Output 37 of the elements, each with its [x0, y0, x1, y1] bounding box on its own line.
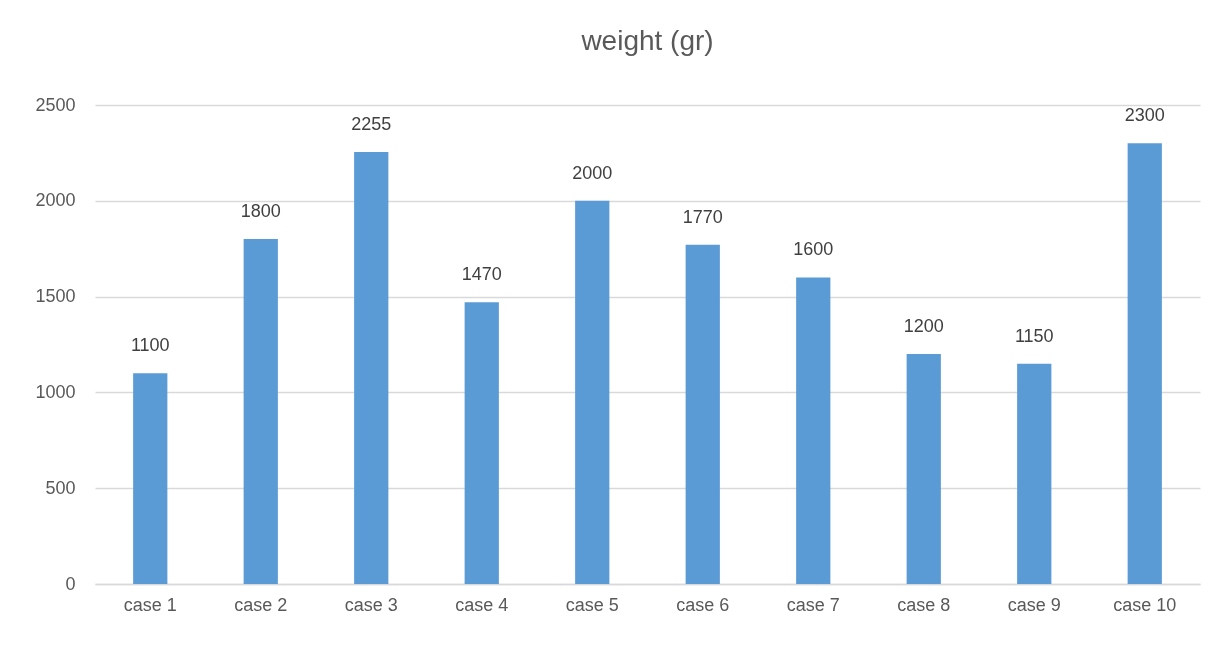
data-label: 1100	[130, 335, 170, 356]
data-label: 1470	[461, 264, 502, 285]
y-tick-label: 2500	[35, 94, 76, 115]
chart-title: weight (gr)	[580, 25, 714, 56]
bar	[1017, 363, 1052, 584]
x-tick-label: case 4	[455, 594, 509, 615]
bar	[243, 239, 278, 584]
bar	[133, 373, 168, 584]
x-tick-label: case 2	[234, 594, 288, 615]
data-label: 1150	[1014, 325, 1054, 346]
data-label: 1800	[240, 201, 281, 222]
data-label: 2000	[572, 162, 613, 183]
x-tick-label: case 8	[897, 594, 951, 615]
bar	[685, 244, 720, 584]
y-tick-label: 2000	[35, 190, 76, 211]
x-tick-label: case 3	[344, 594, 398, 615]
y-tick-label: 1500	[35, 286, 76, 307]
bar	[906, 354, 941, 584]
data-label: 2255	[351, 113, 392, 134]
bar	[575, 200, 610, 584]
bar	[1127, 143, 1162, 584]
x-tick-label: case 1	[123, 594, 177, 615]
x-tick-label: case 7	[786, 594, 840, 615]
y-tick-label: 1000	[35, 381, 76, 402]
data-label: 1770	[682, 206, 723, 227]
bar	[796, 277, 831, 584]
x-tick-label: case 9	[1007, 594, 1061, 615]
data-label: 2300	[1124, 105, 1165, 126]
x-tick-label: case 5	[565, 594, 619, 615]
x-tick-label: case 10	[1113, 594, 1177, 615]
bar	[464, 302, 499, 584]
x-tick-label: case 6	[676, 594, 730, 615]
bar	[354, 151, 389, 584]
data-label: 1600	[793, 239, 834, 260]
y-tick-label: 0	[65, 573, 76, 594]
y-tick-label: 500	[45, 477, 76, 498]
data-label: 1200	[903, 316, 944, 337]
